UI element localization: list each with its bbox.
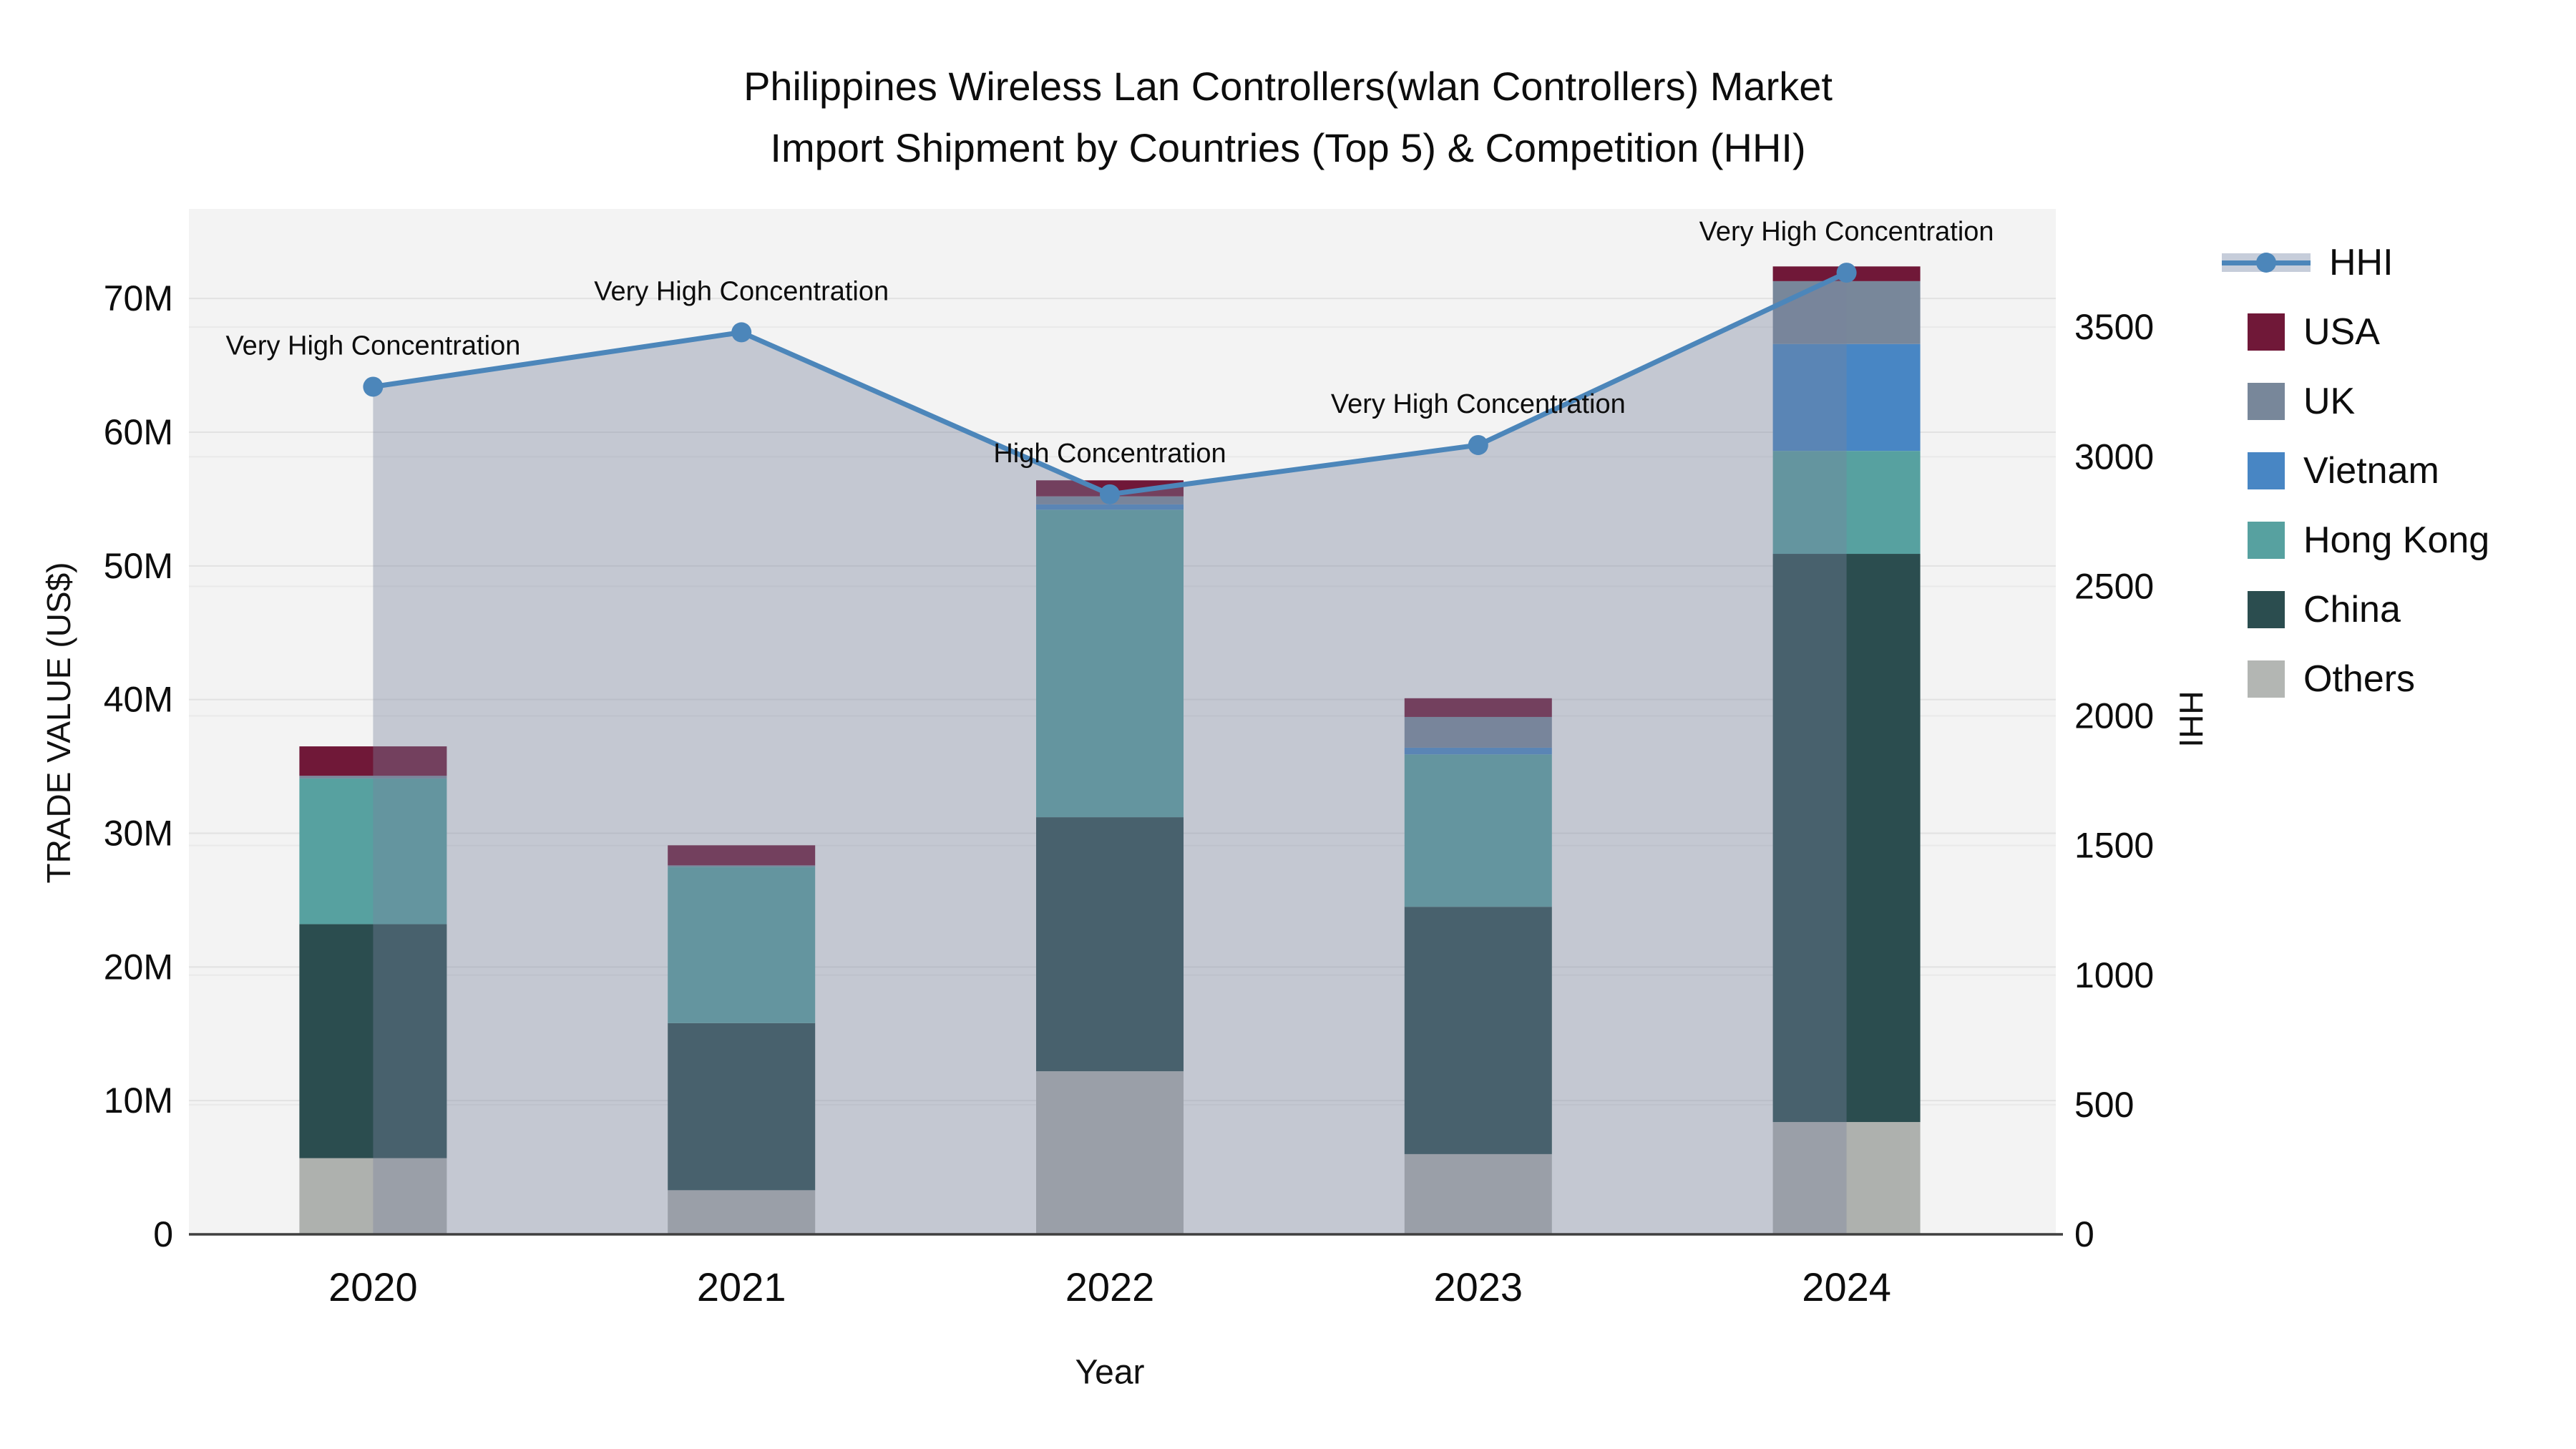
legend-label-hong-kong: Hong Kong: [2303, 519, 2490, 561]
annotation-2021: Very High Concentration: [594, 276, 889, 306]
tick-right-1500: 1500: [2074, 826, 2154, 866]
bar-segment-2021-others[interactable]: [668, 1190, 816, 1234]
tick-x-2020[interactable]: 2020: [328, 1264, 418, 1309]
annotation-2020: Very High Concentration: [225, 331, 520, 361]
chart-title-line1: Philippines Wireless Lan Controllers(wla…: [743, 64, 1833, 109]
tick-left-30M: 30M: [104, 814, 173, 854]
legend-swatch-vietnam: [2248, 452, 2285, 489]
tick-left-40M: 40M: [104, 680, 173, 720]
bar-segment-2021-uk[interactable]: [668, 865, 816, 867]
tick-left-60M: 60M: [104, 412, 173, 452]
bar-segment-2020-others[interactable]: [299, 1158, 447, 1234]
legend-item-usa[interactable]: USA: [2222, 297, 2489, 366]
annotation-2023: Very High Concentration: [1331, 389, 1626, 419]
hhi-marker-2024[interactable]: [1836, 263, 1857, 283]
legend-swatch-others: [2248, 660, 2285, 698]
bar-segment-2023-hong-kong[interactable]: [1404, 754, 1552, 907]
bar-segment-2022-hong-kong[interactable]: [1036, 509, 1184, 818]
tick-right-1000: 1000: [2074, 955, 2154, 995]
tick-x-2022[interactable]: 2022: [1065, 1264, 1155, 1309]
tick-right-2500: 2500: [2074, 566, 2154, 606]
tick-right-3500: 3500: [2074, 307, 2154, 347]
legend: HHI USA UK Vietnam Hong Kong China Others: [2222, 228, 2489, 713]
bar-segment-2023-uk[interactable]: [1404, 716, 1552, 748]
tick-right-3000: 3000: [2074, 436, 2154, 477]
legend-label-others: Others: [2303, 658, 2416, 700]
legend-hhi-dot: [2256, 252, 2276, 273]
legend-item-uk[interactable]: UK: [2222, 366, 2489, 436]
tick-right-2000: 2000: [2074, 696, 2154, 736]
bar-segment-2023-usa[interactable]: [1404, 698, 1552, 717]
bar-segment-2021-china[interactable]: [668, 1023, 816, 1191]
bar-segment-2020-china[interactable]: [299, 924, 447, 1158]
y-left-axis-title: TRADE VALUE (US$): [40, 562, 77, 884]
tick-left-10M: 10M: [104, 1080, 173, 1121]
legend-label-vietnam: Vietnam: [2303, 449, 2439, 492]
tick-left-20M: 20M: [104, 947, 173, 987]
bar-segment-2021-hong-kong[interactable]: [668, 867, 816, 1023]
legend-label-usa: USA: [2303, 311, 2380, 353]
legend-item-china[interactable]: China: [2222, 575, 2489, 644]
tick-right-500: 500: [2074, 1085, 2134, 1125]
legend-item-vietnam[interactable]: Vietnam: [2222, 436, 2489, 505]
legend-swatch-uk: [2248, 382, 2285, 420]
bar-segment-2024-hong-kong[interactable]: [1772, 451, 1921, 555]
tick-left-50M: 50M: [104, 546, 173, 586]
bar-segment-2023-china[interactable]: [1404, 907, 1552, 1154]
chart-title: Philippines Wireless Lan Controllers(wla…: [0, 56, 2576, 179]
bar-segment-2024-others[interactable]: [1772, 1122, 1921, 1234]
annotation-2022: High Concentration: [993, 439, 1226, 469]
y-right-axis-title: HHI: [2172, 691, 2210, 748]
hhi-area-fill: [373, 273, 1847, 1234]
hhi-marker-2021[interactable]: [731, 322, 752, 343]
tick-right-0: 0: [2074, 1214, 2094, 1254]
tick-left-70M: 70M: [104, 278, 173, 318]
legend-swatch-hong-kong: [2248, 521, 2285, 559]
x-axis-title: Year: [1075, 1353, 1145, 1392]
bar-segment-2023-vietnam[interactable]: [1404, 747, 1552, 755]
legend-label-china: China: [2303, 588, 2401, 630]
bar-segment-2020-hong-kong[interactable]: [299, 778, 447, 924]
chart-title-line2: Import Shipment by Countries (Top 5) & C…: [770, 125, 1806, 170]
legend-swatch-usa: [2248, 313, 2285, 351]
legend-item-hhi[interactable]: HHI: [2222, 228, 2489, 297]
bar-segment-2024-vietnam[interactable]: [1772, 343, 1921, 452]
bar-segment-2023-others[interactable]: [1404, 1153, 1552, 1234]
bar-segment-2020-usa[interactable]: [299, 746, 447, 776]
bar-segment-2024-uk[interactable]: [1772, 280, 1921, 344]
tick-x-2024[interactable]: 2024: [1802, 1264, 1891, 1309]
bar-segment-2020-uk[interactable]: [299, 776, 447, 779]
hhi-marker-2020[interactable]: [363, 376, 384, 397]
hhi-marker-2023[interactable]: [1468, 434, 1488, 455]
legend-swatch-china: [2248, 590, 2285, 628]
legend-hhi-line-icon: [2222, 243, 2311, 283]
bar-segment-2022-others[interactable]: [1036, 1071, 1184, 1234]
tick-left-0: 0: [153, 1214, 173, 1254]
tick-x-2023[interactable]: 2023: [1434, 1264, 1523, 1309]
annotation-2024: Very High Concentration: [1699, 217, 1994, 247]
legend-item-hong-kong[interactable]: Hong Kong: [2222, 505, 2489, 575]
legend-label-hhi: HHI: [2329, 241, 2394, 283]
legend-label-uk: UK: [2303, 380, 2356, 422]
legend-item-others[interactable]: Others: [2222, 644, 2489, 713]
bar-segment-2022-vietnam[interactable]: [1036, 504, 1184, 510]
tick-x-2021[interactable]: 2021: [697, 1264, 786, 1309]
bar-segment-2024-china[interactable]: [1772, 554, 1921, 1123]
hhi-marker-2022[interactable]: [1100, 484, 1120, 504]
bar-segment-2021-usa[interactable]: [668, 845, 816, 866]
bar-segment-2022-china[interactable]: [1036, 817, 1184, 1072]
